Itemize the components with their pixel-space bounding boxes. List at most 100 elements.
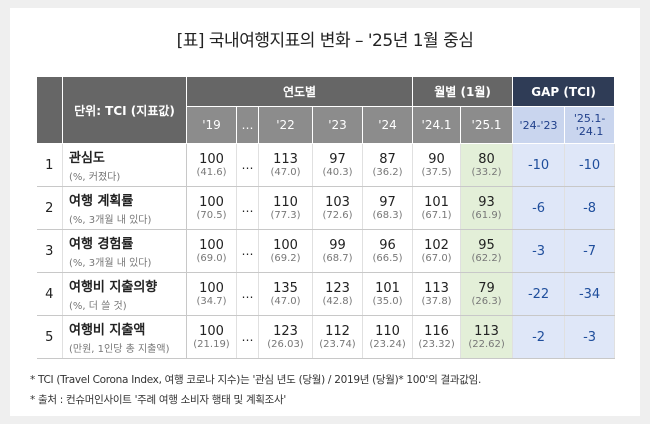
column-header: '25.1-'24.1: [564, 106, 616, 144]
value-sub: (68.7): [322, 253, 353, 264]
row-note: (만원, 1인당 총 지출액): [69, 344, 170, 355]
value-main: 123: [273, 324, 298, 339]
value-sub: (23.24): [369, 339, 406, 350]
footnote: * 출처 : 컨슈머인사이트 '주례 여행 소비자 행태 및 계획조사': [30, 394, 286, 406]
column-header: '24.1: [412, 106, 462, 144]
table-row: 4 여행비 지출의향 (%, 더 쓸 것) 100 (34.7)… 135 (47.0) 12…: [36, 272, 616, 316]
row-label: 여행비 지출액: [69, 323, 146, 338]
value-main: 80: [478, 152, 495, 167]
value-main: 101: [424, 195, 449, 210]
value-sub: (69.2): [270, 253, 301, 264]
value-cell: 113 (37.8): [412, 272, 462, 316]
column-header: …: [236, 106, 259, 144]
value-cell: 102 (67.0): [412, 229, 462, 273]
value-main: 95: [478, 238, 495, 253]
value-sub: (35.0): [372, 296, 403, 307]
gap-cell: -3: [564, 315, 616, 359]
value-sub: (26.3): [471, 296, 502, 307]
value-cell: 100 (69.2): [258, 229, 313, 273]
value-main: 90: [428, 152, 445, 167]
row-label-cell: 관심도 (%, 커졌다): [62, 143, 187, 187]
value-sub: (70.5): [196, 210, 227, 221]
value-cell: 96 (66.5): [362, 229, 414, 273]
value-main: 110: [375, 324, 400, 339]
row-note: (%, 커졌다): [69, 172, 121, 183]
row-label-cell: 여행비 지출액 (만원, 1인당 총 지출액): [62, 315, 187, 359]
value-main: 116: [424, 324, 449, 339]
skip-cell: …: [236, 315, 259, 359]
column-header: '24-'23: [512, 106, 566, 144]
value-main: 87: [379, 152, 396, 167]
row-label: 여행 경험률: [69, 237, 134, 252]
value-sub: (23.32): [418, 339, 455, 350]
value-main: 113: [474, 324, 499, 339]
value-cell: 79 (26.3): [460, 272, 514, 316]
table-row: 1 관심도 (%, 커졌다) 100 (41.6)… 113 (47.0) 97 (40.3) 8…: [36, 143, 616, 187]
value-sub: (69.0): [196, 253, 227, 264]
row-number: 2: [36, 186, 63, 230]
value-sub: (26.03): [267, 339, 304, 350]
value-sub: (23.74): [319, 339, 356, 350]
header-cell: [36, 76, 63, 144]
value-main: 99: [329, 238, 346, 253]
value-sub: (36.2): [372, 167, 403, 178]
row-label-cell: 여행 경험률 (%, 3개월 내 있다): [62, 229, 187, 273]
row-label-cell: 여행 계획률 (%, 3개월 내 있다): [62, 186, 187, 230]
gap-cell: -2: [512, 315, 566, 359]
table-row: 3 여행 경험률 (%, 3개월 내 있다) 100 (69.0)… 100 (69.2) 9…: [36, 229, 616, 273]
value-sub: (61.9): [471, 210, 502, 221]
value-main: 96: [379, 238, 396, 253]
value-sub: (68.3): [372, 210, 403, 221]
group-header: 월별 (1월): [412, 76, 514, 107]
skip-cell: …: [236, 186, 259, 230]
value-cell: 113 (47.0): [258, 143, 313, 187]
row-number: 1: [36, 143, 63, 187]
value-main: 112: [325, 324, 350, 339]
column-header: '19: [186, 106, 237, 144]
value-main: 79: [478, 281, 495, 296]
value-sub: (37.5): [421, 167, 452, 178]
gap-cell: -34: [564, 272, 616, 316]
group-header: GAP (TCI): [512, 76, 616, 107]
value-main: 100: [199, 324, 224, 339]
data-table: 단위: TCI (지표값) 연도별 월별 (1월) GAP (TCI) '19……: [36, 76, 616, 359]
footnote: * TCI (Travel Corona Index, 여행 코로나 지수)는 …: [30, 374, 482, 386]
table-row: 5 여행비 지출액 (만원, 1인당 총 지출액) 100 (21.19)… 123 (26…: [36, 315, 616, 359]
value-main: 100: [199, 238, 224, 253]
row-note: (%, 3개월 내 있다): [69, 215, 152, 226]
value-cell: 123 (26.03): [258, 315, 313, 359]
skip-cell: …: [236, 229, 259, 273]
value-cell: 100 (69.0): [186, 229, 237, 273]
header-row: '19… '22'23'24'24.1'25.1'24-'23'25.1-'24.…: [37, 106, 616, 144]
value-main: 113: [273, 152, 298, 167]
column-header: '24: [361, 106, 414, 144]
value-sub: (77.3): [270, 210, 301, 221]
value-sub: (22.62): [468, 339, 505, 350]
value-cell: 95 (62.2): [460, 229, 514, 273]
value-sub: (42.8): [322, 296, 353, 307]
row-label: 관심도: [69, 151, 105, 166]
value-main: 97: [379, 195, 396, 210]
value-cell: 101 (35.0): [362, 272, 414, 316]
row-note: (%, 더 쓸 것): [69, 301, 127, 312]
gap-cell: -8: [564, 186, 616, 230]
column-header: '23: [312, 106, 363, 144]
value-main: 100: [199, 281, 224, 296]
value-cell: 110 (23.24): [362, 315, 414, 359]
gap-cell: -7: [564, 229, 616, 273]
value-sub: (62.2): [471, 253, 502, 264]
value-cell: 135 (47.0): [258, 272, 313, 316]
value-sub: (33.2): [471, 167, 502, 178]
value-cell: 116 (23.32): [412, 315, 462, 359]
value-cell: 112 (23.74): [312, 315, 363, 359]
value-sub: (41.6): [196, 167, 227, 178]
skip-cell: …: [236, 272, 259, 316]
value-main: 102: [424, 238, 449, 253]
value-cell: 100 (41.6): [186, 143, 237, 187]
unit-header: 단위: TCI (지표값): [62, 76, 187, 144]
value-cell: 97 (40.3): [312, 143, 363, 187]
value-main: 103: [325, 195, 350, 210]
skip-cell: …: [236, 143, 259, 187]
gap-cell: -10: [564, 143, 616, 187]
